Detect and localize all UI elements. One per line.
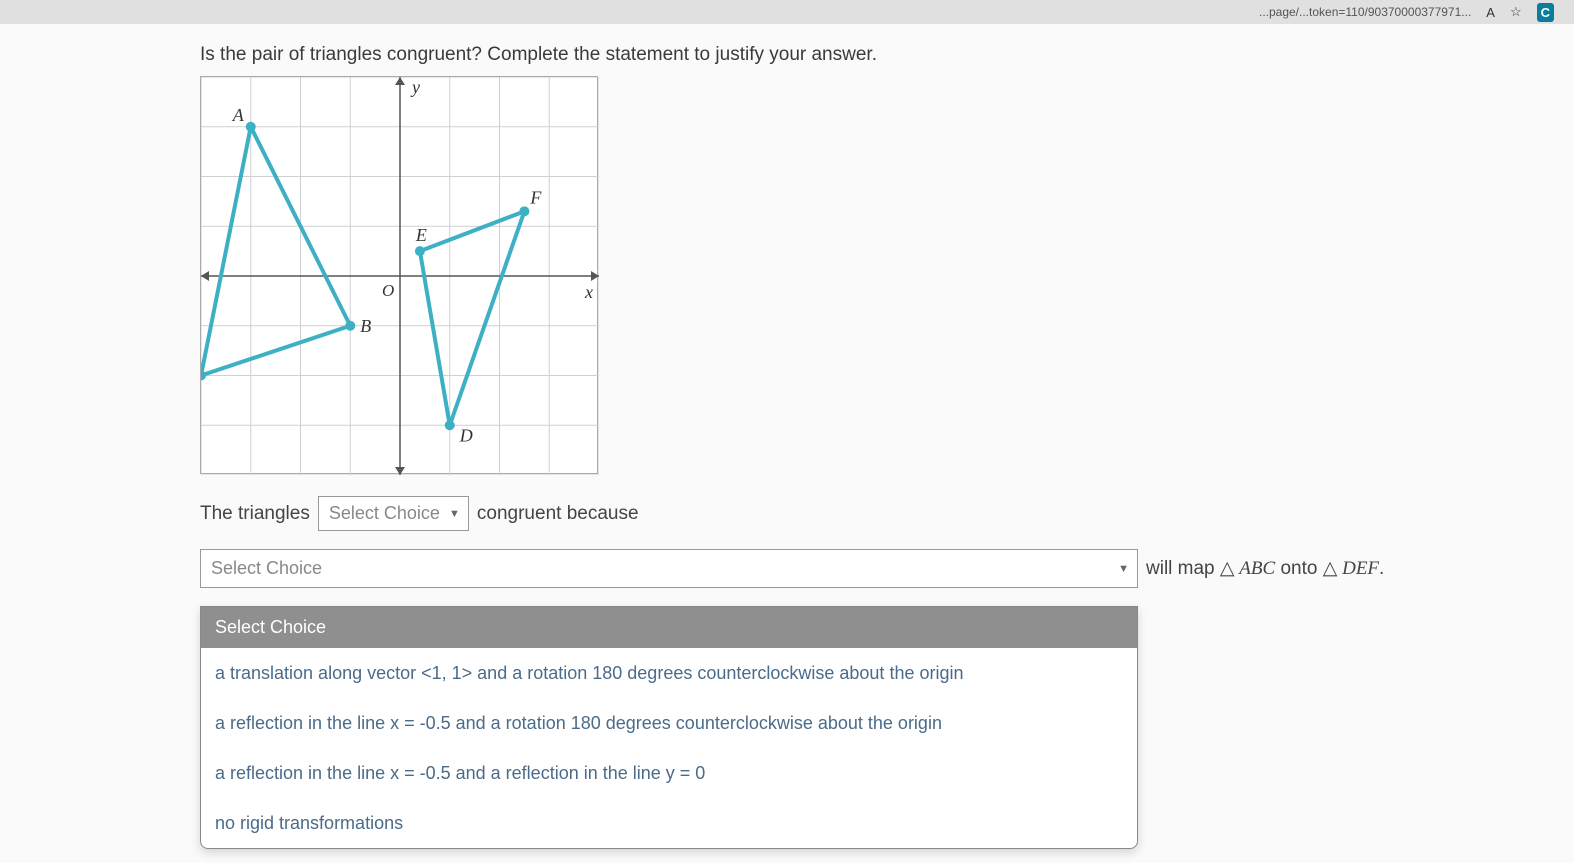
c-badge-icon[interactable]: C — [1537, 3, 1554, 22]
chevron-down-icon: ▼ — [449, 508, 460, 520]
svg-text:B: B — [360, 316, 371, 336]
svg-text:A: A — [232, 105, 245, 125]
dropdown-option[interactable]: a reflection in the line x = -0.5 and a … — [201, 748, 1137, 798]
graph-svg: yxOABCDEF — [201, 77, 599, 475]
browser-top-bar: ...page/...token=110/90370000377971... A… — [0, 0, 1574, 24]
sentence-mid: congruent because — [477, 503, 639, 525]
sentence-line-1: The triangles Select Choice ▼ congruent … — [200, 496, 1574, 531]
question-text: Is the pair of triangles congruent? Comp… — [200, 44, 1574, 66]
transformation-select[interactable]: Select Choice ▼ — [200, 549, 1138, 588]
dropdown-option[interactable]: a translation along vector <1, 1> and a … — [201, 648, 1137, 698]
url-fragment: ...page/...token=110/90370000377971... — [1259, 5, 1471, 19]
svg-text:F: F — [529, 187, 542, 207]
chevron-down-icon: ▼ — [1118, 563, 1129, 575]
sentence-suffix: will map △ ABC onto △ DEF. — [1146, 557, 1384, 580]
zoom-indicator[interactable]: A — [1486, 5, 1495, 20]
svg-text:y: y — [410, 77, 420, 97]
transformation-dropdown-panel: Select Choice a translation along vector… — [200, 606, 1138, 849]
question-content: Is the pair of triangles congruent? Comp… — [0, 24, 1574, 863]
answer-section: The triangles Select Choice ▼ congruent … — [200, 496, 1574, 849]
sentence-line-2: Select Choice ▼ will map △ ABC onto △ DE… — [200, 549, 1574, 588]
svg-text:D: D — [459, 425, 473, 445]
dropdown-option[interactable]: a reflection in the line x = -0.5 and a … — [201, 698, 1137, 748]
dropdown-option[interactable]: no rigid transformations — [201, 798, 1137, 848]
select1-placeholder: Select Choice — [329, 503, 440, 523]
svg-text:O: O — [382, 281, 394, 300]
coordinate-graph: yxOABCDEF — [200, 76, 598, 474]
svg-text:E: E — [415, 225, 427, 245]
triangle-icon: △ — [1323, 558, 1342, 579]
sentence-prefix: The triangles — [200, 503, 310, 525]
triangle-icon: △ — [1220, 558, 1239, 579]
star-icon[interactable]: ☆ — [1510, 4, 1522, 20]
svg-text:x: x — [584, 282, 593, 302]
congruent-select[interactable]: Select Choice ▼ — [318, 496, 469, 531]
select2-placeholder: Select Choice — [211, 558, 322, 578]
dropdown-header: Select Choice — [201, 607, 1137, 648]
